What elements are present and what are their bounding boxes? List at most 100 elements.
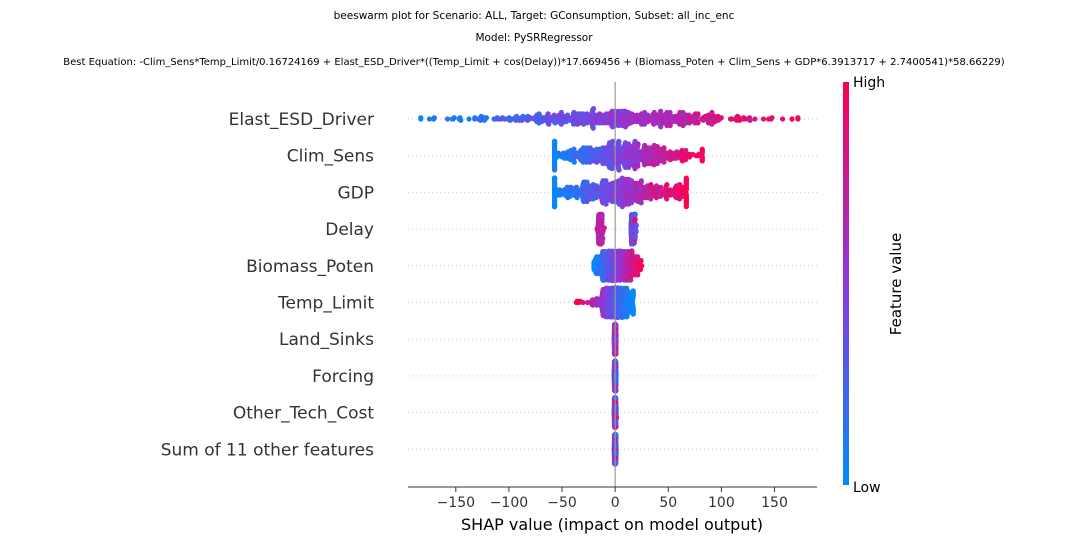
shap-point — [458, 117, 464, 123]
shap-point — [635, 254, 641, 260]
shap-point — [779, 116, 786, 122]
shap-point — [610, 138, 616, 144]
shap-point — [601, 225, 607, 231]
shap-point — [667, 122, 673, 129]
shap-point — [613, 388, 619, 394]
feature-label: GDP — [337, 183, 374, 203]
shap-point — [418, 115, 424, 121]
feature-label: Sum of 11 other features — [161, 440, 374, 460]
shap-point — [613, 348, 619, 354]
shap-point — [573, 184, 580, 190]
shap-point — [613, 404, 619, 410]
shap-point — [580, 299, 586, 306]
feature-rows: Elast_ESD_Driver Clim_Sens GDP Delay Biomass… — [161, 110, 817, 460]
shap-point — [769, 115, 775, 121]
shap-point — [686, 112, 692, 118]
shap-point — [752, 116, 758, 122]
shap-point — [613, 370, 619, 376]
shap-point — [571, 159, 577, 165]
feature-label: Temp_Limit — [277, 294, 374, 314]
shap-point — [633, 222, 639, 228]
shap-point — [760, 116, 767, 122]
shap-point — [632, 234, 638, 240]
shap-point — [658, 184, 664, 190]
shap-point — [552, 163, 558, 170]
shap-point — [584, 179, 590, 185]
shap-point — [426, 116, 433, 122]
shap-point — [613, 364, 619, 371]
shap-point — [638, 200, 644, 206]
shap-point — [546, 121, 552, 127]
shap-point — [552, 182, 558, 188]
feature-label: Biomass_Poten — [246, 257, 374, 277]
shap-point — [590, 125, 596, 131]
shap-point — [718, 115, 724, 121]
chart-title: beeswarm plot for Scenario: ALL, Target:… — [334, 10, 735, 22]
shap-point — [431, 115, 437, 121]
shap-point — [613, 332, 619, 338]
shap-point — [599, 213, 605, 219]
shap-point — [638, 178, 644, 184]
shap-point — [695, 120, 701, 126]
shap-point — [444, 116, 451, 122]
chart-titles: beeswarm plot for Scenario: ALL, Target:… — [63, 10, 1005, 68]
shap-point — [639, 263, 645, 269]
shap-point — [683, 177, 689, 183]
feature-label: Other_Tech_Cost — [233, 404, 374, 424]
shap-point — [632, 212, 638, 218]
shap-point — [695, 111, 701, 117]
shap-point — [728, 116, 735, 122]
shap-point — [574, 195, 580, 201]
shap-point — [613, 323, 619, 329]
shap-point — [658, 108, 664, 114]
shap-point — [699, 158, 705, 164]
chart-subtitle-model: Model: PySRRegressor — [475, 32, 593, 44]
shap-point — [635, 141, 641, 147]
shap-point — [552, 175, 558, 181]
shap-point — [664, 182, 670, 188]
shap-point — [616, 167, 622, 173]
shap-point — [616, 142, 622, 149]
shap-point — [603, 178, 609, 184]
shap-point — [699, 146, 705, 152]
shap-point — [545, 111, 551, 117]
shap-point — [638, 258, 644, 264]
shap-point — [682, 157, 689, 163]
shap-point — [683, 147, 689, 154]
feature-label: Delay — [325, 220, 374, 240]
shap-point — [451, 115, 457, 121]
feature-label: Land_Sinks — [279, 330, 374, 350]
shap-point — [552, 146, 558, 153]
shap-point — [590, 106, 597, 112]
shap-point — [558, 109, 564, 116]
shap-point — [571, 146, 577, 152]
shap-point — [683, 204, 689, 210]
shap-point — [630, 288, 636, 294]
shap-point — [664, 196, 670, 202]
feature-label: Forcing — [312, 367, 374, 387]
shap-point — [661, 159, 667, 165]
shap-point — [600, 235, 606, 242]
shap-point — [628, 178, 635, 184]
feature-label: Clim_Sens — [287, 147, 374, 167]
shap-point — [603, 201, 609, 207]
shap-point — [632, 217, 638, 223]
shap-point — [789, 116, 795, 122]
shap-point — [635, 272, 641, 278]
shap-point — [483, 115, 490, 121]
shap-point — [613, 339, 619, 345]
shap-point — [667, 109, 673, 116]
shap-point — [466, 116, 472, 122]
shap-point — [683, 197, 689, 203]
shap-point — [552, 201, 558, 207]
shap-point — [609, 166, 615, 172]
shap-point — [630, 311, 636, 317]
shap-point — [633, 229, 639, 235]
shap-point — [552, 140, 558, 146]
shap-point — [709, 109, 715, 116]
chart-subtitle-equation: Best Equation: -Clim_Sens*Temp_Limit/0.1… — [63, 57, 1005, 68]
shap-point — [795, 115, 801, 121]
feature-label: Elast_ESD_Driver — [229, 110, 374, 130]
beeswarm-points — [418, 106, 801, 467]
